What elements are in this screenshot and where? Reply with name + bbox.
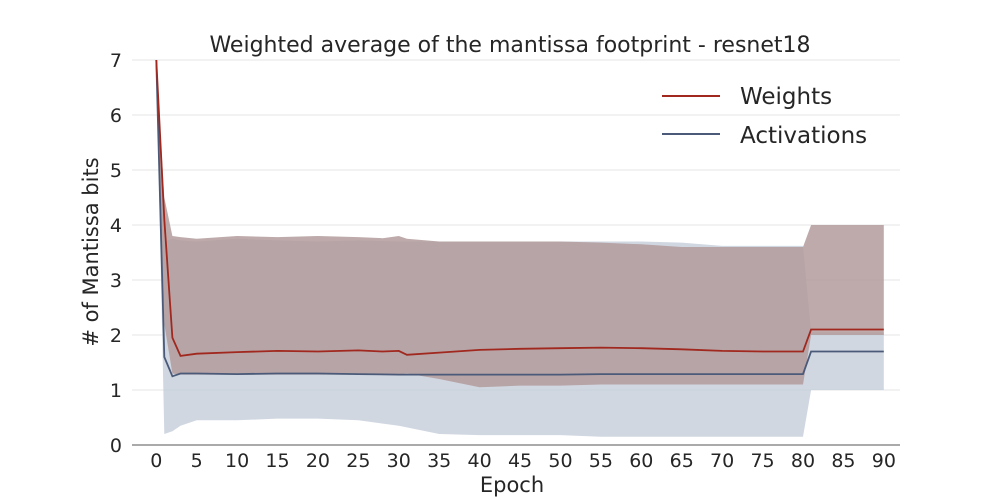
legend-weights-label: Weights bbox=[740, 84, 832, 110]
x-axis-label: Epoch bbox=[480, 473, 544, 497]
x-tick-label: 35 bbox=[427, 450, 451, 472]
x-tick-label: 0 bbox=[150, 450, 162, 472]
confidence-bands bbox=[156, 60, 884, 437]
y-tick-label: 7 bbox=[110, 50, 122, 72]
x-tick-label: 40 bbox=[468, 450, 492, 472]
x-tick-label: 15 bbox=[265, 450, 289, 472]
y-tick-label: 4 bbox=[110, 215, 122, 237]
series-lines bbox=[155, 59, 884, 378]
x-tick-label: 65 bbox=[670, 450, 694, 472]
legend-activations-label: Activations bbox=[740, 123, 867, 149]
x-tick-label: 90 bbox=[872, 450, 896, 472]
x-tick-label: 20 bbox=[306, 450, 330, 472]
x-tick-label: 80 bbox=[791, 450, 815, 472]
y-tick-label: 1 bbox=[110, 380, 122, 402]
x-tick-label: 55 bbox=[589, 450, 613, 472]
x-tick-label: 45 bbox=[508, 450, 532, 472]
activations-line bbox=[155, 59, 884, 378]
weights-line bbox=[155, 59, 884, 357]
y-tick-label: 0 bbox=[110, 435, 122, 457]
chart-title: Weighted average of the mantissa footpri… bbox=[209, 33, 810, 58]
y-tick-label: 2 bbox=[110, 325, 122, 347]
y-axis-ticks: 0 1 2 3 4 5 6 7 bbox=[110, 50, 122, 457]
x-tick-label: 85 bbox=[831, 450, 855, 472]
y-tick-label: 3 bbox=[110, 270, 122, 292]
y-tick-label: 5 bbox=[110, 160, 122, 182]
x-tick-label: 30 bbox=[387, 450, 411, 472]
x-tick-label: 75 bbox=[750, 450, 774, 472]
y-axis-label: # of Mantissa bits bbox=[79, 157, 103, 346]
weights-band bbox=[156, 60, 884, 388]
x-tick-label: 70 bbox=[710, 450, 734, 472]
x-tick-label: 10 bbox=[225, 450, 249, 472]
x-tick-label: 50 bbox=[548, 450, 572, 472]
x-tick-label: 25 bbox=[346, 450, 370, 472]
legend: Weights Activations bbox=[662, 84, 867, 149]
x-tick-label: 5 bbox=[191, 450, 203, 472]
x-tick-label: 60 bbox=[629, 450, 653, 472]
y-tick-label: 6 bbox=[110, 105, 122, 127]
x-axis-ticks: 0 5 10 15 20 25 30 35 40 45 50 55 60 65 70 75 80 85 90 bbox=[150, 450, 896, 472]
